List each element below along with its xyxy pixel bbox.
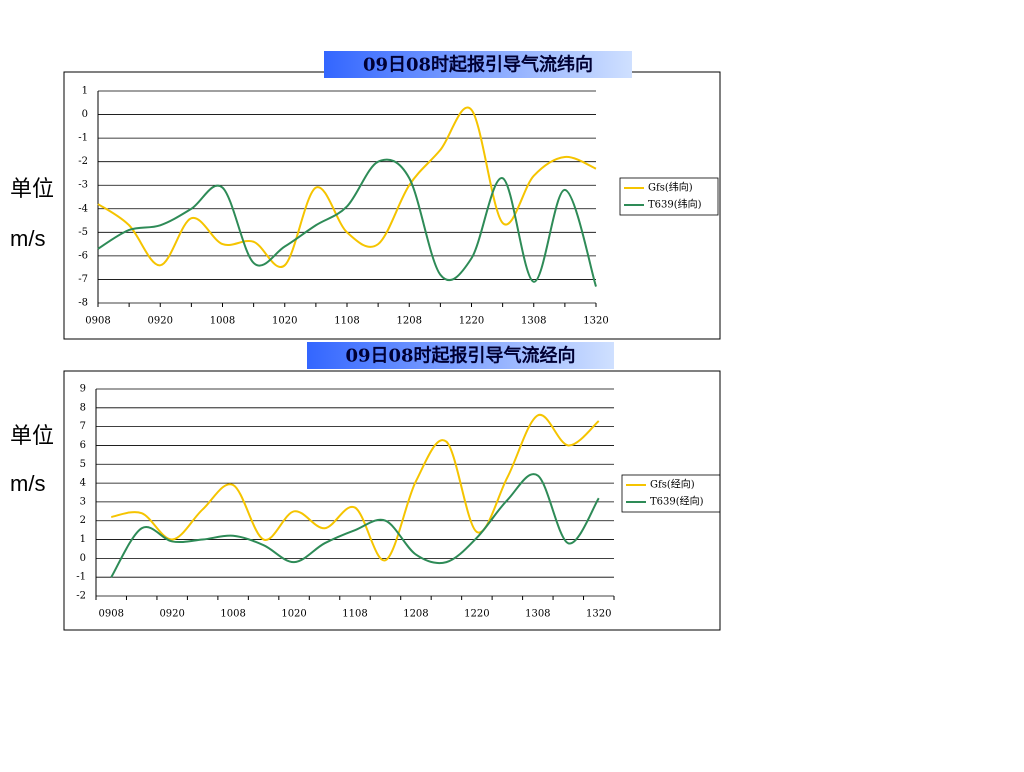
- y-tick-label: 0: [82, 109, 88, 120]
- y-tick-label: 8: [80, 402, 86, 413]
- x-tick-label: 1320: [586, 609, 611, 620]
- legend-label: Gfs(经向): [650, 478, 695, 491]
- y-tick-label: 6: [80, 440, 86, 451]
- chart-frame: [63, 71, 721, 340]
- y-tick-label: -4: [78, 203, 88, 214]
- legend-label: Gfs(纬向): [648, 181, 693, 194]
- chart-title: 09日08时起报引导气流纬向: [363, 54, 593, 76]
- x-tick-label: 0920: [148, 316, 173, 327]
- x-tick-label: 1220: [459, 316, 484, 327]
- x-tick-label: 1008: [220, 609, 245, 620]
- y-tick-label: -5: [78, 227, 88, 238]
- y-tick-label: 9: [80, 384, 86, 395]
- x-tick-label: 1208: [397, 316, 422, 327]
- title-box: [324, 51, 632, 78]
- y-tick-label: -7: [78, 274, 88, 285]
- x-tick-label: 1020: [272, 316, 297, 327]
- y-tick-label: 3: [80, 496, 86, 507]
- y-tick-label: 4: [80, 478, 86, 489]
- x-tick-label: 1008: [210, 316, 235, 327]
- y-tick-label: -6: [78, 250, 88, 261]
- y-tick-label: -3: [78, 180, 88, 191]
- y-tick-label: -1: [76, 572, 86, 583]
- x-tick-label: 1108: [342, 609, 367, 620]
- legend-label: T639(经向): [650, 495, 704, 508]
- y-tick-label: 0: [80, 553, 86, 564]
- y-tick-label: 1: [82, 86, 88, 97]
- title-box: [307, 342, 614, 369]
- x-tick-label: 1220: [464, 609, 489, 620]
- y-tick-label: -8: [78, 298, 88, 309]
- x-tick-label: 0908: [85, 316, 110, 327]
- unit: m/s: [10, 471, 45, 496]
- unit-label: 单位: [10, 176, 54, 201]
- y-tick-label: 5: [80, 459, 86, 470]
- series-line: [97, 158, 597, 287]
- x-tick-label: 1308: [525, 609, 550, 620]
- x-tick-label: 1208: [403, 609, 428, 620]
- unit-label: 单位: [10, 423, 54, 448]
- x-tick-label: 0920: [159, 609, 184, 620]
- y-tick-label: -2: [78, 156, 88, 167]
- chart-title: 09日08时起报引导气流经向: [345, 345, 575, 367]
- x-tick-label: 1320: [583, 316, 608, 327]
- series-line: [110, 473, 600, 578]
- unit: m/s: [10, 226, 45, 251]
- chart-frame: [63, 370, 721, 631]
- y-tick-label: -2: [76, 591, 86, 602]
- series-line: [97, 106, 597, 269]
- x-tick-label: 0908: [99, 609, 124, 620]
- legend-label: T639(纬向): [648, 198, 702, 211]
- y-tick-label: 1: [80, 534, 86, 545]
- y-tick-label: 7: [80, 421, 86, 432]
- x-tick-label: 1108: [334, 316, 359, 327]
- y-tick-label: 2: [80, 515, 86, 526]
- y-tick-label: -1: [78, 133, 88, 144]
- legend-frame: [619, 177, 719, 216]
- legend-frame: [621, 474, 721, 513]
- x-tick-label: 1308: [521, 316, 546, 327]
- x-tick-label: 1020: [281, 609, 306, 620]
